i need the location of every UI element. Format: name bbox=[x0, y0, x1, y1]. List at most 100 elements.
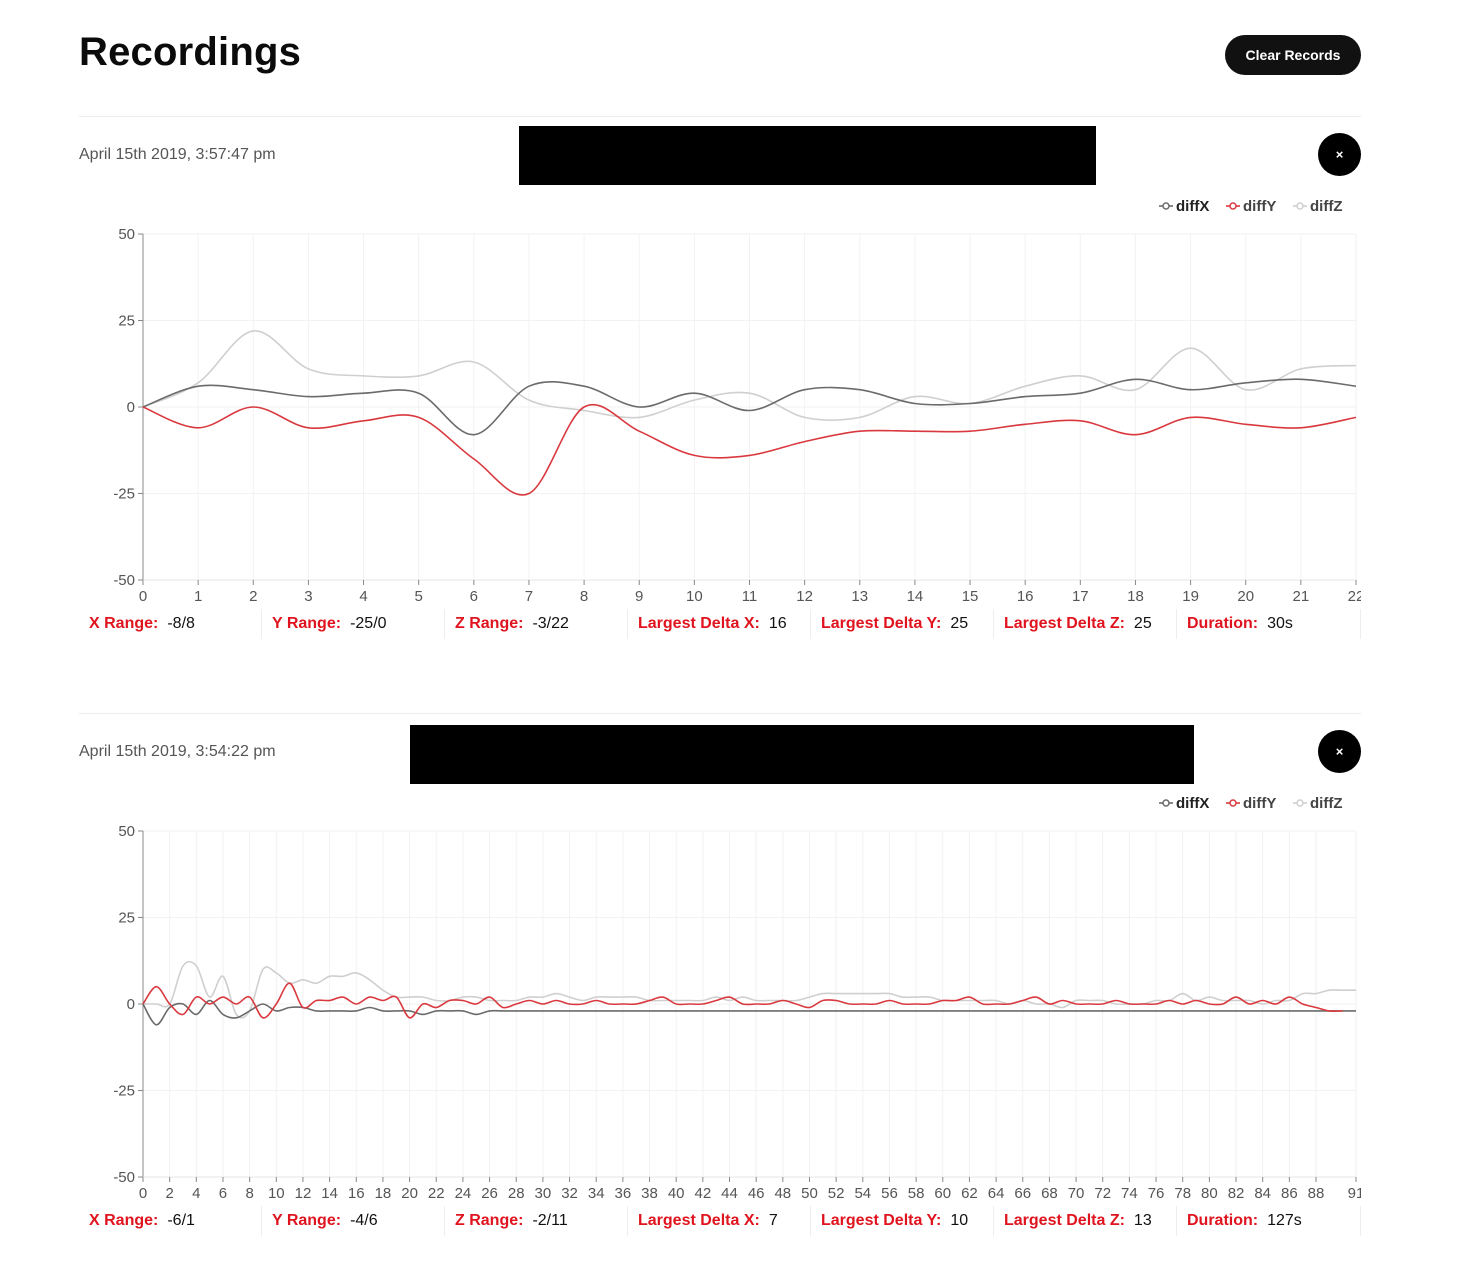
x-tick-label: 10 bbox=[686, 588, 703, 605]
stats-bar: X Range: -6/1 Y Range: -4/6 Z Range: -2/11 … bbox=[79, 1206, 1361, 1236]
x-tick-label: 6 bbox=[219, 1185, 227, 1202]
x-tick-label: 12 bbox=[295, 1185, 312, 1202]
stat-label: Largest Delta X: bbox=[638, 1212, 760, 1229]
x-tick-label: 30 bbox=[535, 1185, 552, 1202]
stat-value: 127s bbox=[1267, 1212, 1302, 1229]
x-tick-label: 60 bbox=[934, 1185, 951, 1202]
stat-largest-delta-y: Largest Delta Y: 25 bbox=[811, 609, 994, 639]
x-tick-label: 58 bbox=[908, 1185, 925, 1202]
x-tick-label: 88 bbox=[1308, 1185, 1325, 1202]
stat-largest-delta-z: Largest Delta Z: 25 bbox=[994, 609, 1177, 639]
x-tick-label: 54 bbox=[854, 1185, 871, 1202]
series-line-diffZ bbox=[142, 960, 1356, 1019]
x-tick-label: 8 bbox=[580, 588, 588, 605]
legend-label: diffY bbox=[1243, 198, 1276, 215]
x-tick-label: 80 bbox=[1201, 1185, 1218, 1202]
y-tick-label: 50 bbox=[118, 226, 135, 243]
stat-largest-delta-z: Largest Delta Z: 13 bbox=[994, 1206, 1177, 1236]
stat-value: 25 bbox=[1133, 615, 1152, 632]
x-tick-label: 74 bbox=[1121, 1185, 1138, 1202]
clear-records-button[interactable]: Clear Records bbox=[1225, 35, 1361, 75]
stat-label: Largest Delta Z: bbox=[1004, 1212, 1125, 1229]
x-tick-label: 4 bbox=[359, 588, 367, 605]
y-tick-label: -25 bbox=[113, 1083, 135, 1100]
stat-z-range: Z Range: -2/11 bbox=[445, 1206, 628, 1236]
x-tick-label: 18 bbox=[1127, 588, 1144, 605]
x-tick-label: 7 bbox=[525, 588, 533, 605]
recording-card: April 15th 2019, 3:54:22 pm × 50 25 0 -25 -5… bbox=[79, 713, 1361, 1273]
x-tick-label: 46 bbox=[748, 1185, 765, 1202]
x-tick-label: 14 bbox=[321, 1185, 338, 1202]
page-title: Recordings bbox=[79, 30, 302, 74]
close-recording-button[interactable]: × bbox=[1318, 133, 1361, 176]
series-line-diffY bbox=[142, 982, 1343, 1019]
stat-value: -8/8 bbox=[167, 615, 195, 632]
x-tick-label: 12 bbox=[796, 588, 813, 605]
x-tick-label: 3 bbox=[304, 588, 312, 605]
x-tick-label: 91 bbox=[1348, 1185, 1361, 1202]
legend-label: diffX bbox=[1176, 198, 1209, 215]
stat-duration: Duration: 127s bbox=[1177, 1206, 1361, 1236]
x-tick-label: 50 bbox=[801, 1185, 818, 1202]
legend-marker bbox=[1296, 202, 1304, 210]
stat-value: 10 bbox=[950, 1212, 969, 1229]
redacted-block bbox=[410, 725, 1194, 784]
stats-bar: X Range: -8/8 Y Range: -25/0 Z Range: -3/22… bbox=[79, 609, 1361, 639]
x-tick-label: 2 bbox=[249, 588, 257, 605]
x-tick-label: 4 bbox=[192, 1185, 200, 1202]
legend-marker bbox=[1296, 799, 1304, 807]
x-tick-label: 6 bbox=[470, 588, 478, 605]
x-tick-label: 42 bbox=[695, 1185, 712, 1202]
x-tick-label: 68 bbox=[1041, 1185, 1058, 1202]
legend-marker bbox=[1162, 202, 1170, 210]
x-tick-label: 15 bbox=[962, 588, 979, 605]
card-divider bbox=[79, 713, 1361, 714]
x-tick-label: 20 bbox=[1237, 588, 1254, 605]
x-tick-label: 26 bbox=[481, 1185, 498, 1202]
x-tick-label: 20 bbox=[401, 1185, 418, 1202]
x-tick-label: 78 bbox=[1174, 1185, 1191, 1202]
stat-label: Duration: bbox=[1187, 615, 1259, 632]
x-tick-label: 24 bbox=[455, 1185, 472, 1202]
stat-value: 30s bbox=[1267, 615, 1293, 632]
close-icon: × bbox=[1335, 744, 1344, 759]
legend-label: diffZ bbox=[1310, 795, 1342, 812]
legend-label: diffY bbox=[1243, 795, 1276, 812]
x-tick-label: 8 bbox=[245, 1185, 253, 1202]
stat-label: Duration: bbox=[1187, 1212, 1259, 1229]
card-divider bbox=[79, 116, 1361, 117]
stat-value: -6/1 bbox=[167, 1212, 195, 1229]
stat-value: -25/0 bbox=[350, 615, 387, 632]
x-tick-label: 56 bbox=[881, 1185, 898, 1202]
x-tick-label: 62 bbox=[961, 1185, 978, 1202]
recording-card: April 15th 2019, 3:57:47 pm × 50 25 0 -25 -5… bbox=[79, 116, 1361, 676]
y-tick-label: 0 bbox=[127, 996, 135, 1013]
x-tick-label: 13 bbox=[851, 588, 868, 605]
stat-value: -3/22 bbox=[532, 615, 569, 632]
series-line-diffX bbox=[142, 999, 1356, 1026]
stat-label: Y Range: bbox=[272, 615, 342, 632]
stat-label: Largest Delta X: bbox=[638, 615, 760, 632]
stat-value: -4/6 bbox=[350, 1212, 378, 1229]
x-tick-label: 32 bbox=[561, 1185, 578, 1202]
stat-largest-delta-y: Largest Delta Y: 10 bbox=[811, 1206, 994, 1236]
recording-date: April 15th 2019, 3:57:47 pm bbox=[79, 146, 276, 163]
close-recording-button[interactable]: × bbox=[1318, 730, 1361, 773]
y-tick-label: 25 bbox=[118, 313, 135, 330]
x-tick-label: 2 bbox=[165, 1185, 173, 1202]
stat-y-range: Y Range: -4/6 bbox=[262, 1206, 445, 1236]
y-tick-label: 0 bbox=[127, 399, 135, 416]
stat-x-range: X Range: -8/8 bbox=[79, 609, 262, 639]
stat-value: -2/11 bbox=[532, 1212, 568, 1229]
x-tick-label: 72 bbox=[1094, 1185, 1111, 1202]
x-tick-label: 5 bbox=[415, 588, 423, 605]
x-tick-label: 14 bbox=[907, 588, 924, 605]
x-tick-label: 70 bbox=[1068, 1185, 1085, 1202]
x-tick-label: 19 bbox=[1182, 588, 1199, 605]
x-tick-label: 84 bbox=[1254, 1185, 1271, 1202]
legend-marker bbox=[1229, 799, 1237, 807]
series-line-diffX bbox=[142, 378, 1357, 436]
legend-label: diffX bbox=[1176, 795, 1209, 812]
x-tick-label: 38 bbox=[641, 1185, 658, 1202]
